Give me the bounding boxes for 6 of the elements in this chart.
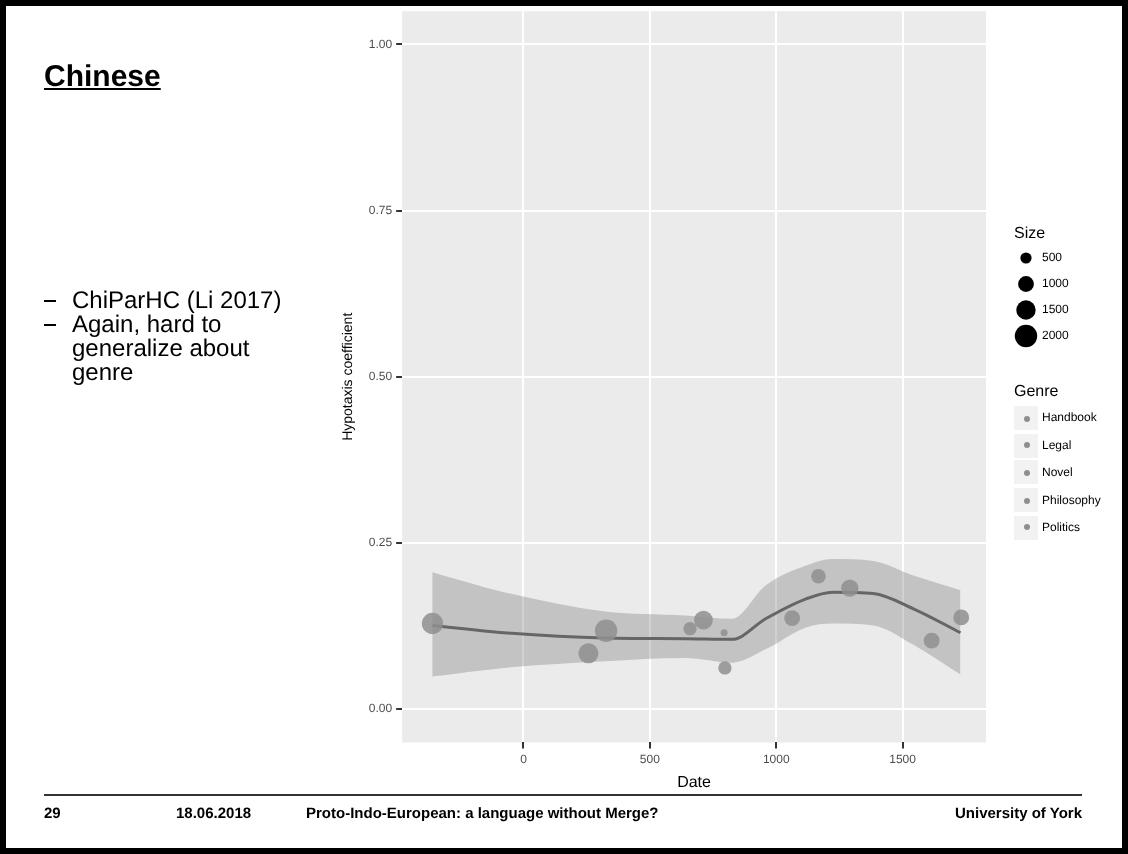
text: Chinese bbox=[44, 60, 161, 94]
legend-title: Size bbox=[1014, 224, 1047, 243]
x-axis-title: Date bbox=[677, 772, 713, 791]
text: ChiParHC (Li 2017) bbox=[70, 286, 284, 314]
text: Again, hard to generalize about genre bbox=[70, 310, 250, 386]
text: Genre bbox=[1014, 382, 1060, 401]
